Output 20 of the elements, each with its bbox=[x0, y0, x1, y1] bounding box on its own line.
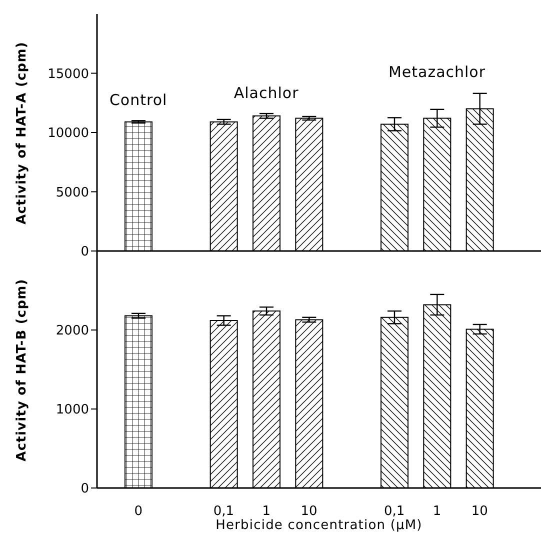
x-tick-label: 0,1 bbox=[213, 504, 234, 520]
y-tick-label: 5000 bbox=[56, 185, 89, 200]
x-tick-label: 0,1 bbox=[384, 504, 405, 520]
x-tick-label: 10 bbox=[471, 504, 488, 520]
y-tick-label: 10000 bbox=[48, 126, 89, 142]
y-tick-label: 1000 bbox=[56, 402, 89, 418]
y-axis-title: Activity of HAT-B (cpm) bbox=[14, 278, 30, 461]
x-tick-label: 1 bbox=[432, 504, 442, 520]
y-tick-label: 0 bbox=[80, 244, 89, 260]
x-tick-label: 1 bbox=[262, 504, 270, 520]
x-tick-label: 0 bbox=[134, 504, 142, 520]
series-label: Metazachlor bbox=[387, 63, 487, 82]
x-axis-title: Herbicide concentration (μM) bbox=[214, 518, 424, 533]
y-tick-label: 15000 bbox=[48, 66, 89, 82]
y-axis-title: Activity of HAT-A (cpm) bbox=[14, 41, 30, 224]
series-label: Alachlor bbox=[232, 84, 300, 102]
series-label: Control bbox=[108, 90, 168, 109]
x-tick-label: 10 bbox=[300, 504, 318, 520]
y-tick-label: 2000 bbox=[56, 324, 89, 339]
y-tick-label: 0 bbox=[80, 482, 89, 497]
